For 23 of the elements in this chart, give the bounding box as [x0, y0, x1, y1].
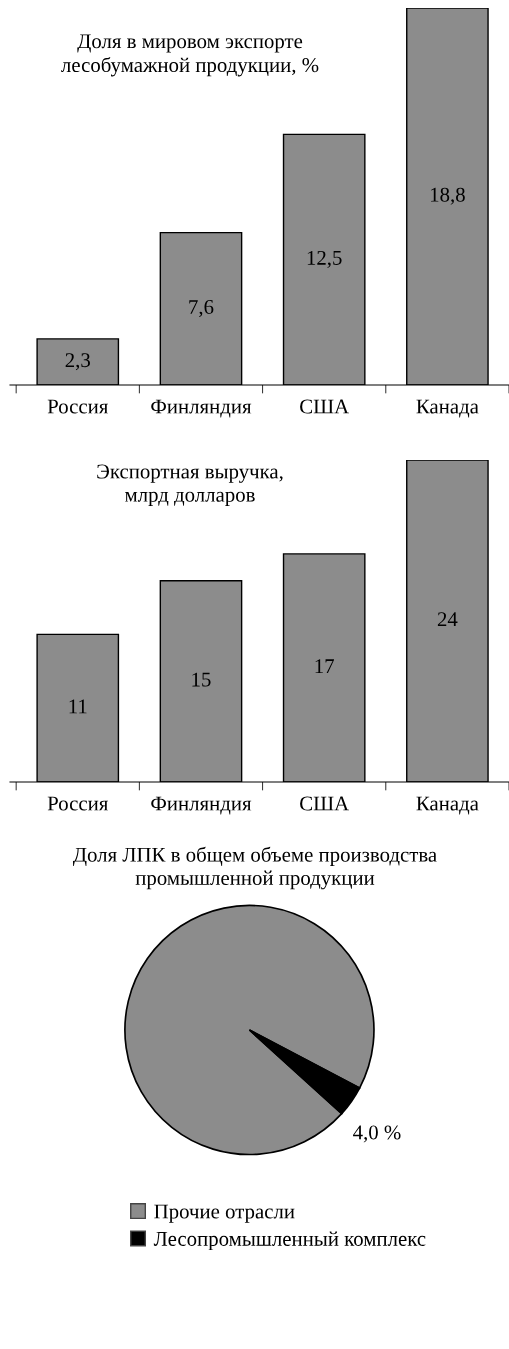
legend-label: Прочие отрасли [154, 1204, 295, 1223]
data-label: 11 [69, 699, 87, 714]
x-tick-label: Финляндия [151, 399, 252, 418]
text: Экспортная выручка, млрд долларов [97, 464, 283, 507]
data-label: 4,0 % [353, 1125, 401, 1143]
data-label: 18,8 [431, 187, 465, 205]
x-tick-label: США [300, 796, 350, 811]
data-label: 17 [315, 659, 334, 673]
text: Доля в мировом экспорте лесобумажной продукции, % [61, 34, 319, 77]
x-tick-label: Канада [416, 796, 479, 815]
data-label: 24 [437, 612, 458, 627]
x-tick-label: США [300, 399, 350, 414]
data-label: 7,6 [189, 300, 214, 318]
legend-label: Лесопромышленный комплекс [153, 1231, 426, 1251]
x-tick-label: Россия [47, 796, 108, 811]
pie-slice [248, 1029, 361, 1115]
chart-title: Доля ЛПК в общем объеме производства промышленной продукции [72, 846, 437, 890]
x-tick-label: Финляндия [151, 796, 252, 815]
data-label: 2,3 [65, 353, 90, 371]
x-tick-label: Россия [47, 399, 108, 414]
data-label: 15 [192, 672, 211, 687]
x-tick-label: Канада [416, 399, 479, 418]
data-label: 12,5 [307, 250, 342, 268]
